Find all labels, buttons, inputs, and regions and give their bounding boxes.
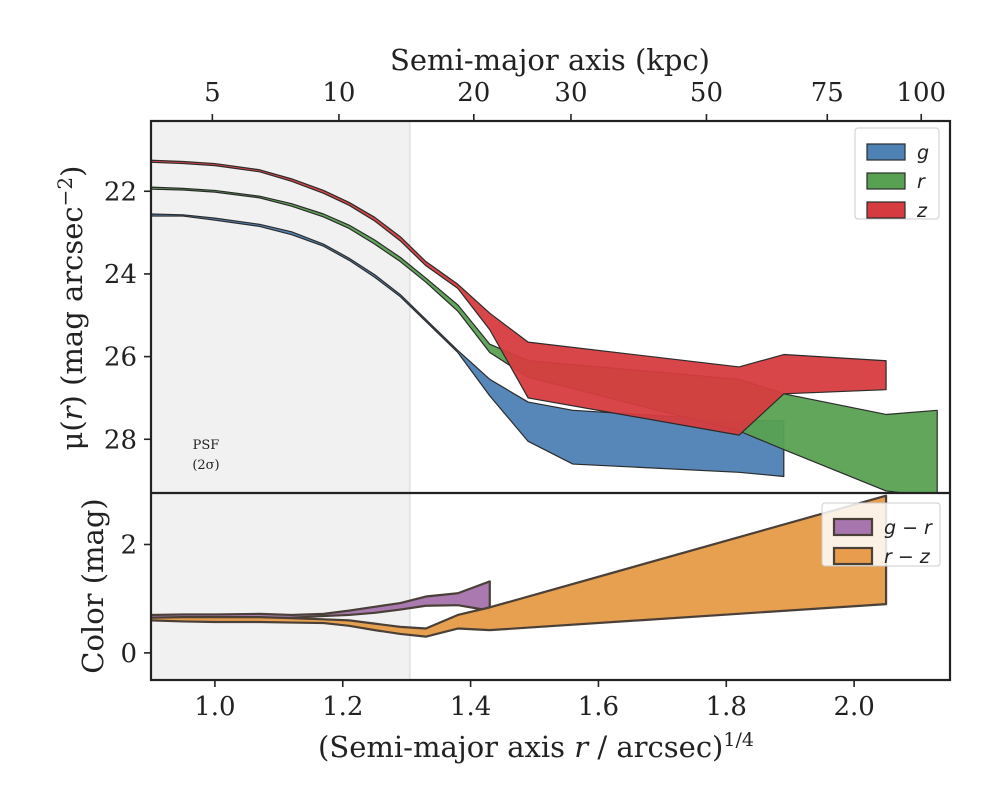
psf-region-bottom — [151, 493, 411, 680]
y-tick-label: 24 — [104, 260, 137, 290]
x-tick-label: 1.6 — [578, 692, 619, 722]
legend-swatch-z — [866, 201, 906, 219]
top-tick-label: 5 — [204, 78, 221, 108]
y-tick-label: 22 — [104, 177, 137, 207]
legend-label-g-r: g − r — [884, 517, 933, 539]
top-tick-label: 10 — [322, 78, 355, 108]
color-series — [151, 494, 888, 638]
surface-brightness-axes: 22 24 26 28 5 10 20 30 50 75 100 — [104, 78, 946, 455]
legend-swatch-g — [866, 143, 906, 161]
legend-label-z: z — [916, 200, 928, 222]
y-tick-label: 2 — [120, 530, 137, 560]
x-tick-label: 2.0 — [833, 692, 874, 722]
x-tick-label: 1.4 — [450, 692, 491, 722]
top-tick-label: 20 — [457, 78, 490, 108]
psf-region-top — [151, 121, 411, 493]
x-tick-label: 1.2 — [322, 692, 363, 722]
y-axis-title-surface-brightness: μ(r) (mag arcsec−2) — [53, 166, 89, 451]
band-z — [151, 159, 887, 436]
top-axis-title: Semi-major axis (kpc) — [390, 43, 710, 77]
x-tick-label: 1.0 — [194, 692, 235, 722]
y-axis-title-color: Color (mag) — [76, 498, 110, 673]
legend-swatch-g-r — [832, 517, 874, 537]
plot-frame — [149, 119, 952, 682]
legend-label-g: g — [917, 142, 929, 164]
y-tick-label: 0 — [120, 639, 137, 669]
top-tick-label: 50 — [690, 78, 723, 108]
y-tick-label: 26 — [104, 343, 137, 373]
top-tick-label: 30 — [554, 78, 587, 108]
legend-label-r-z: r − z — [884, 546, 931, 568]
x-axis-title: (Semi-major axis r / arcsec)1/4 — [318, 729, 754, 764]
color-axes: 0 2 1.0 1.2 1.4 1.6 1.8 2.0 — [120, 530, 874, 722]
legend-swatch-r-z — [832, 546, 874, 566]
band-r-z — [151, 494, 888, 638]
surface-brightness-series — [151, 159, 938, 493]
legend-label-r: r — [917, 171, 926, 193]
top-tick-label: 75 — [811, 78, 844, 108]
psf-shade — [151, 121, 410, 493]
x-tick-label: 1.8 — [706, 692, 747, 722]
legend-swatch-r — [866, 172, 906, 190]
band-g — [151, 213, 785, 478]
psf-label: PSF — [193, 438, 220, 453]
legend-surface-brightness: grz — [854, 127, 940, 222]
psf-sigma-label: (2σ) — [192, 458, 219, 473]
psf-shade — [151, 493, 410, 680]
legend-color: g − r r − z — [821, 502, 941, 568]
top-tick-label: 100 — [896, 78, 946, 108]
y-tick-label: 28 — [104, 425, 137, 455]
